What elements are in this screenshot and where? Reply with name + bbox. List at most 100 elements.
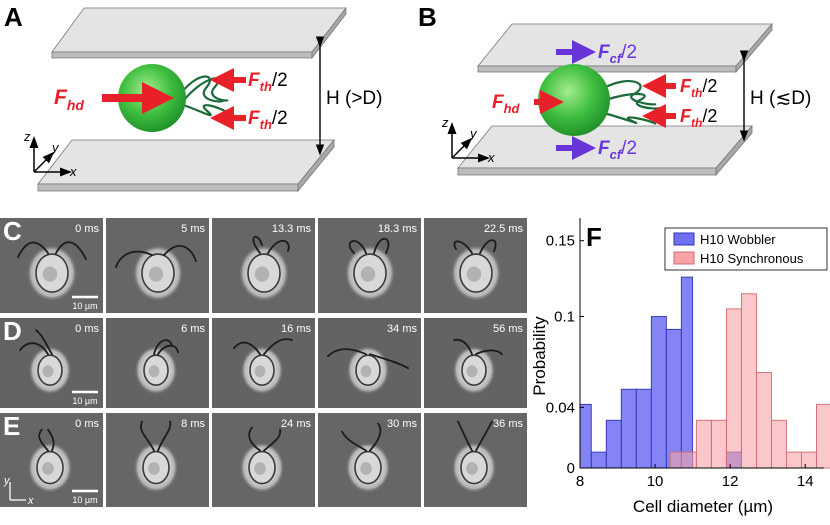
micrograph-frame: 13.3 ms — [212, 218, 315, 313]
panel-d-label: D — [3, 316, 22, 346]
micrograph-flagellum — [475, 349, 503, 356]
y-tick-label: 0 — [567, 460, 575, 477]
micrograph-flagellum — [479, 239, 497, 255]
micrograph-flagellum — [263, 338, 293, 356]
micrograph-flagellum — [153, 339, 173, 356]
micrograph-row-c: 0 ms 10 µm C 5 ms 13.3 ms 18.3 ms 22.5 ms — [0, 216, 527, 313]
micrograph-flagellum — [163, 245, 197, 263]
axis-y-label: y — [51, 140, 60, 155]
histogram-bar — [590, 451, 607, 469]
micrograph-frame: 0 ms 10 µm E — [0, 411, 103, 507]
scale-bar-label: 10 µm — [72, 495, 97, 505]
histogram-bar — [680, 276, 694, 469]
micrograph-flagellum — [252, 235, 263, 255]
panel-f-label: F — [586, 222, 602, 252]
frame-time-label: 0 ms — [75, 418, 99, 430]
micrograph-frame: 36 ms — [424, 413, 527, 507]
axis-x-label: x — [487, 150, 495, 165]
force-th-label-lower: Fth/2 — [680, 106, 717, 130]
micrograph-strips: 0 ms 10 µm C 5 ms 13.3 ms 18.3 ms 22.5 ms 0 ms 1… — [0, 216, 527, 507]
micrograph-flagellum — [157, 344, 179, 356]
coordinate-axes — [29, 136, 72, 177]
micrograph-flagellum — [55, 241, 87, 261]
micrograph-flagellum — [341, 430, 367, 452]
frame-time-label: 30 ms — [387, 418, 417, 430]
y-tick-label: 0.04 — [546, 399, 575, 416]
frame-time-label: 5 ms — [181, 223, 205, 235]
frame-time-label: 56 ms — [493, 323, 523, 335]
frame-time-label: 8 ms — [181, 418, 205, 430]
height-label: H (≲D) — [750, 88, 811, 109]
micrograph-frame: 6 ms — [106, 318, 209, 408]
micrograph-frame: 30 ms — [318, 413, 421, 507]
x-tick-label: 8 — [576, 473, 584, 490]
x-tick-label: 10 — [647, 473, 664, 490]
micro-axis-x-label: x — [27, 495, 34, 507]
frame-time-label: 18.3 ms — [378, 223, 418, 235]
cell-sphere — [538, 64, 610, 136]
micrograph-flagellum — [373, 237, 390, 255]
legend-label-wobbler: H10 Wobbler — [700, 232, 776, 247]
micrograph-flagellum — [157, 420, 172, 452]
panel-b-label: B — [418, 2, 437, 32]
histogram-bar — [669, 451, 682, 469]
histogram-bar — [695, 419, 712, 469]
histogram-bar — [620, 388, 637, 469]
axis-z-label: z — [441, 115, 449, 130]
coordinate-axes — [447, 122, 490, 163]
scale-bar-label: 10 µm — [72, 396, 97, 406]
frame-time-label: 13.3 ms — [272, 223, 312, 235]
histogram-bar — [605, 419, 622, 469]
micrograph-frame: 24 ms — [212, 413, 315, 507]
micrograph-frame: 16 ms — [212, 318, 315, 408]
micrograph-flagellum — [35, 329, 53, 356]
histogram-bars — [579, 276, 830, 469]
axis-z-label: z — [23, 129, 31, 144]
panel-a-label: A — [4, 2, 23, 32]
micrograph-flagellum — [17, 241, 49, 259]
histogram-bar — [725, 308, 742, 469]
frame-time-label: 0 ms — [75, 323, 99, 335]
histogram-bar — [650, 316, 667, 469]
micrograph-flagellum — [38, 428, 49, 452]
force-th-label-upper: Fth/2 — [248, 70, 288, 94]
histogram-bar — [770, 419, 787, 469]
panel-e-label: E — [3, 411, 20, 441]
micro-axis-y-label: y — [3, 475, 11, 487]
legend-swatch-wobbler — [673, 232, 695, 246]
micrograph-frame: 0 ms 10 µm D — [0, 316, 103, 408]
micrograph-flagellum — [19, 342, 49, 356]
y-axis-title: Probability — [530, 316, 549, 396]
micrograph-frame: 22.5 ms — [424, 218, 527, 313]
micrograph-flagellum — [248, 426, 261, 452]
histogram-bar — [816, 403, 830, 469]
micrograph-frame: 56 ms — [424, 318, 527, 408]
bottom-plate — [37, 138, 335, 193]
histogram-bar — [710, 419, 727, 469]
frame-time-label: 24 ms — [281, 418, 311, 430]
legend-swatch-synchronous — [673, 251, 695, 265]
force-th-label-upper: Fth/2 — [680, 76, 717, 100]
histogram-bar — [635, 388, 652, 469]
micrograph-frame: 34 ms — [318, 318, 421, 408]
micrograph-flagellum — [369, 422, 382, 452]
micrograph-row-d: 0 ms 10 µm D 6 ms 16 ms 34 ms 56 ms — [0, 316, 527, 408]
micrograph-flagellum — [233, 341, 261, 356]
force-hd-label: Fhd — [54, 86, 84, 113]
frame-time-label: 16 ms — [281, 323, 311, 335]
frame-time-label: 22.5 ms — [484, 223, 524, 235]
micrograph-flagellum — [348, 240, 367, 255]
x-tick-label: 14 — [797, 473, 814, 490]
frame-time-label: 36 ms — [493, 418, 523, 430]
force-cf-label-bottom: Fcf/2 — [598, 138, 637, 162]
micrograph-flagellum — [267, 239, 290, 255]
legend: H10 Wobbler H10 Synchronous — [664, 227, 828, 271]
micrograph-axes: yx — [3, 475, 34, 507]
micrograph-flagellum — [453, 240, 473, 255]
frame-time-label: 6 ms — [181, 323, 205, 335]
axis-x-label: x — [69, 164, 77, 179]
micrograph-frame: 18.3 ms — [318, 218, 421, 313]
panel-a: A Fhd Fth/2 Fth/2 H (>D) — [4, 2, 382, 193]
micrograph-flagellum — [327, 348, 367, 358]
